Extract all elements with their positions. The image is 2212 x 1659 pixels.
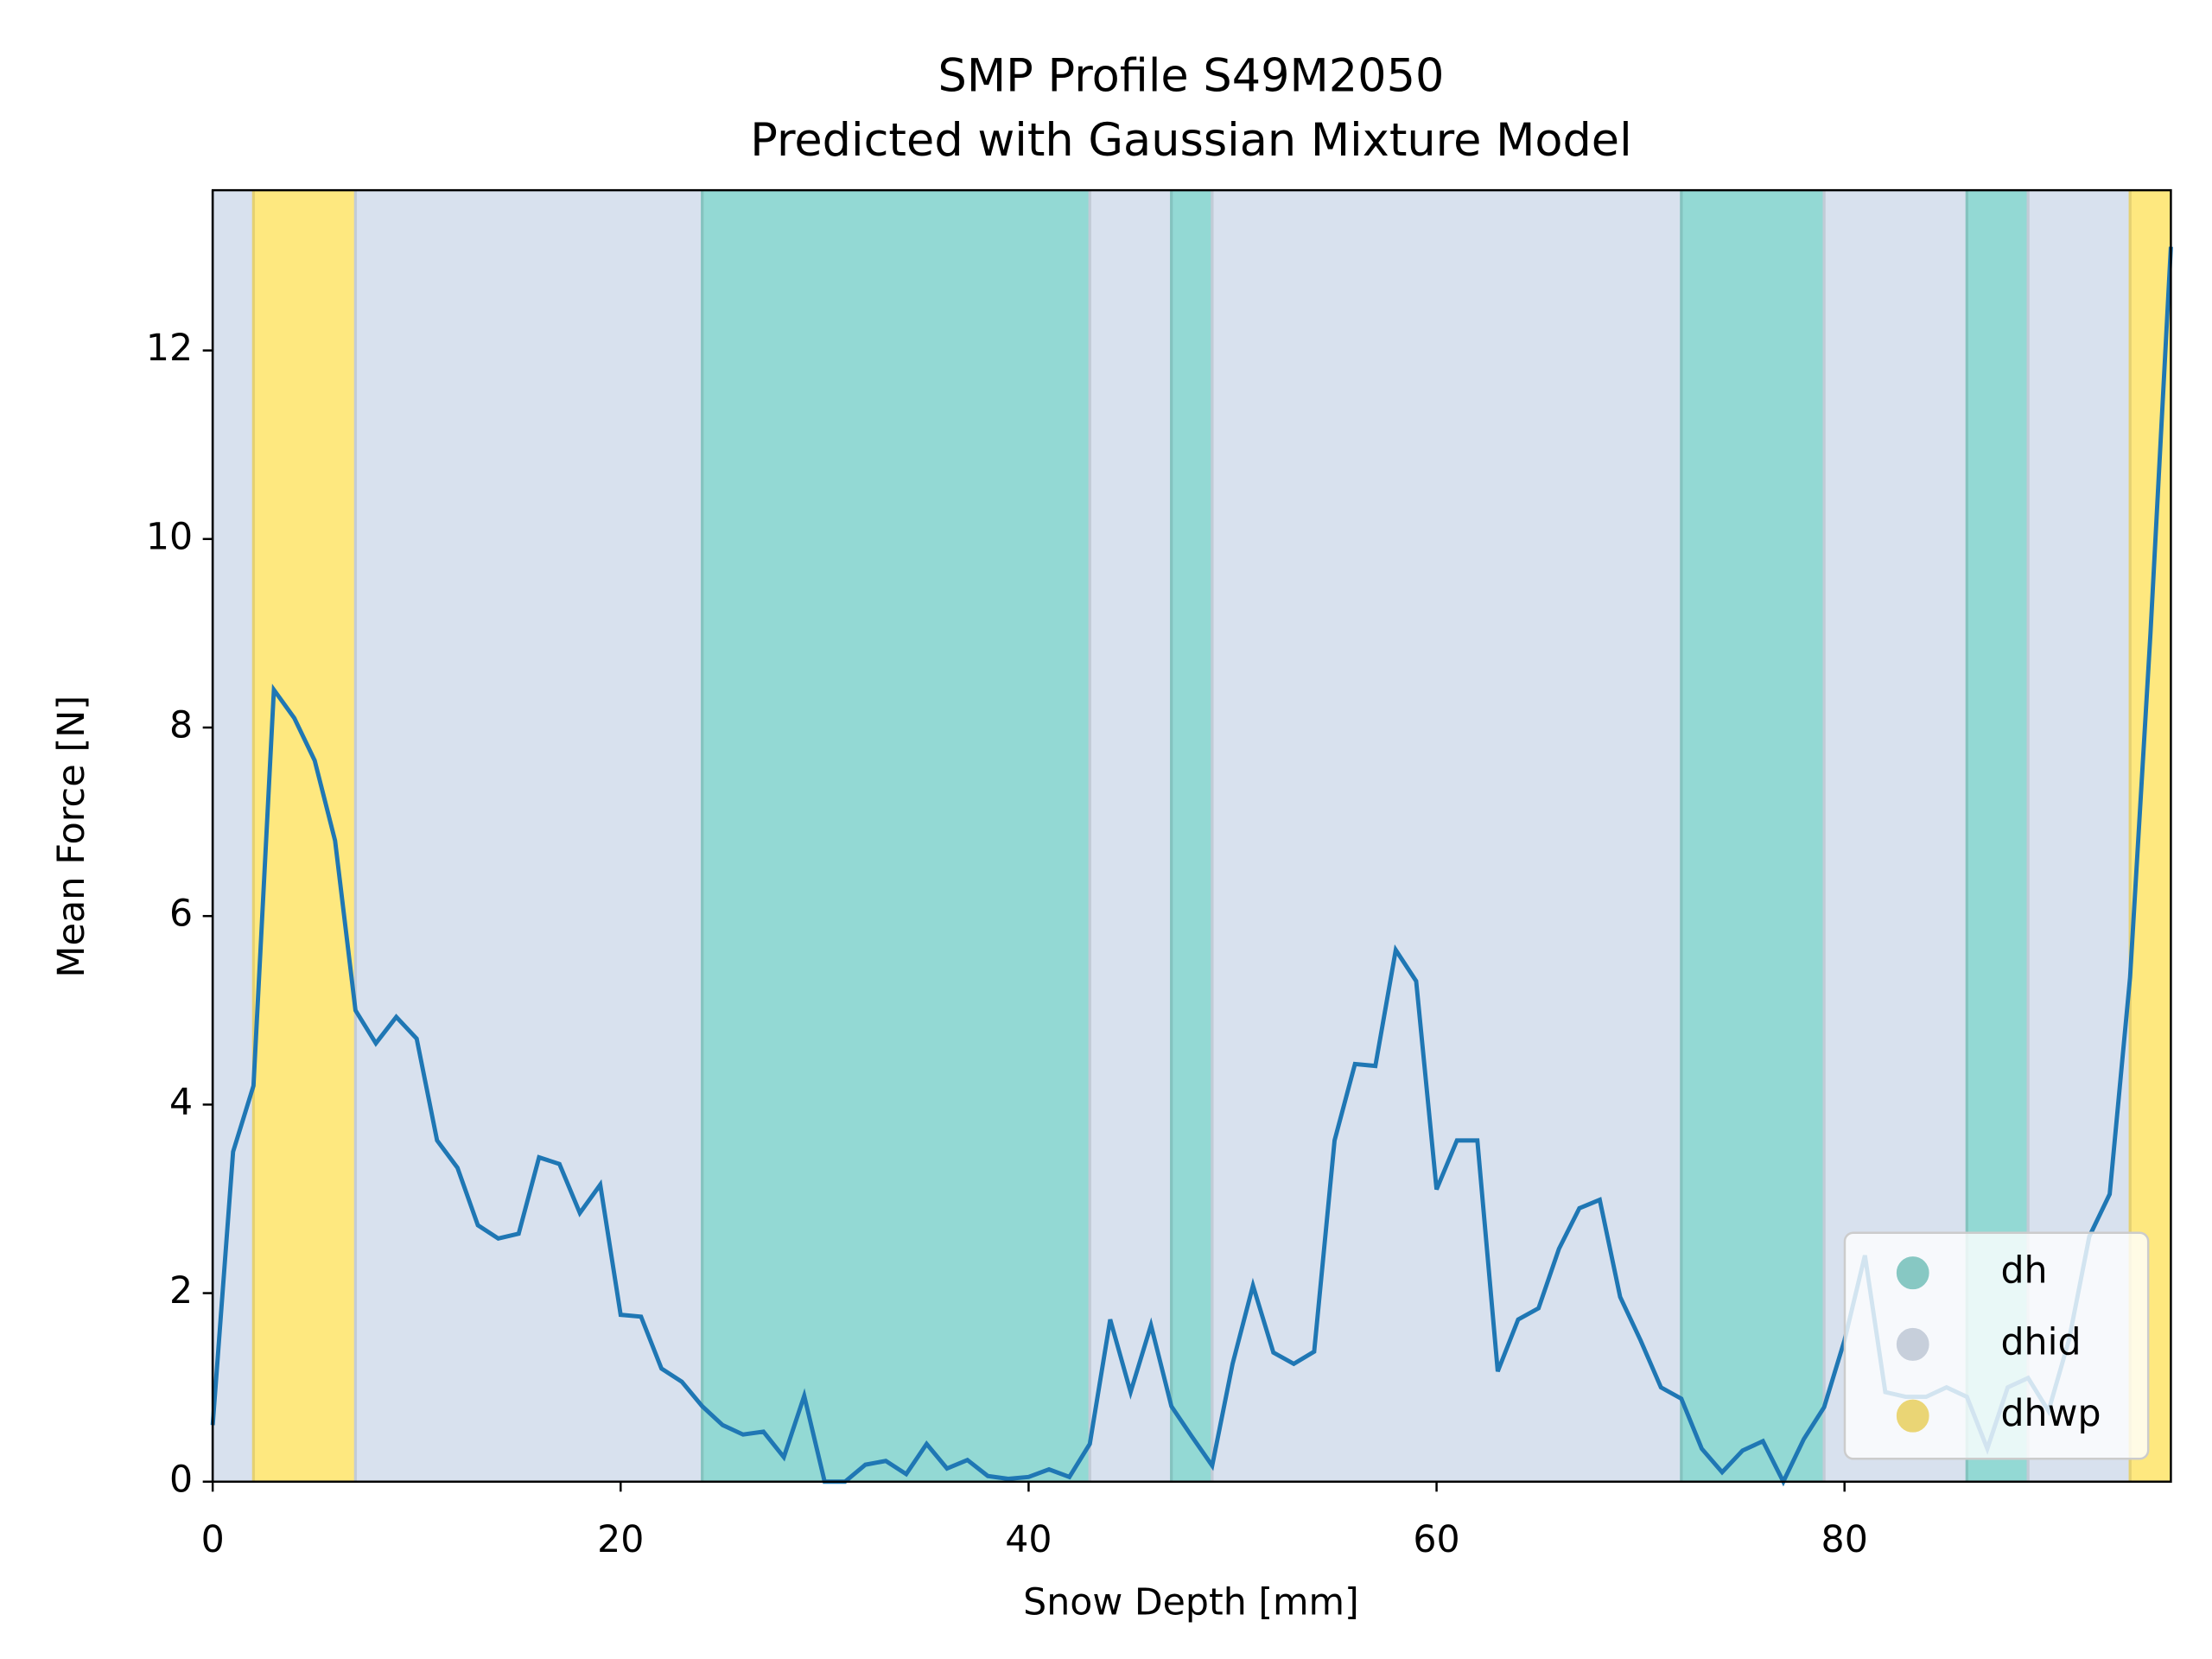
legend-box bbox=[1843, 1231, 2150, 1460]
plot-frame bbox=[211, 188, 2172, 1483]
chart-title: SMP Profile S49M2050 bbox=[938, 50, 1445, 103]
class-band bbox=[1171, 190, 1212, 1482]
class-band bbox=[355, 190, 702, 1482]
class-band bbox=[253, 190, 356, 1482]
y-tick-label: 6 bbox=[169, 893, 193, 936]
legend-marker bbox=[1896, 1256, 1929, 1290]
y-tick-label: 8 bbox=[169, 703, 193, 747]
x-tick-label: 80 bbox=[1821, 1518, 1868, 1561]
legend-marker bbox=[1896, 1399, 1929, 1433]
legend-label: dh bbox=[2000, 1249, 2047, 1292]
y-tick-label: 4 bbox=[169, 1081, 193, 1124]
legend-label: dhwp bbox=[2000, 1392, 2101, 1435]
y-tick-label: 2 bbox=[169, 1269, 193, 1313]
class-band bbox=[1681, 190, 1825, 1482]
x-tick-label: 0 bbox=[201, 1518, 225, 1561]
chart-subtitle: Predicted with Gaussian Mixture Model bbox=[750, 114, 1631, 167]
class-band bbox=[1090, 190, 1172, 1482]
x-tick-label: 60 bbox=[1413, 1518, 1459, 1561]
x-tick-label: 40 bbox=[1005, 1518, 1052, 1561]
y-axis-label: Mean Force [N] bbox=[50, 696, 93, 978]
x-axis-label: Snow Depth [mm] bbox=[1023, 1580, 1359, 1624]
class-band bbox=[1211, 190, 1681, 1482]
legend-marker bbox=[1896, 1327, 1929, 1361]
x-tick-label: 20 bbox=[597, 1518, 644, 1561]
legend-label: dhid bbox=[2000, 1320, 2081, 1363]
class-band bbox=[702, 190, 1090, 1482]
y-tick-label: 0 bbox=[169, 1458, 193, 1501]
y-tick-label: 10 bbox=[146, 515, 193, 558]
y-tick-label: 12 bbox=[146, 327, 193, 370]
class-band bbox=[213, 190, 254, 1482]
